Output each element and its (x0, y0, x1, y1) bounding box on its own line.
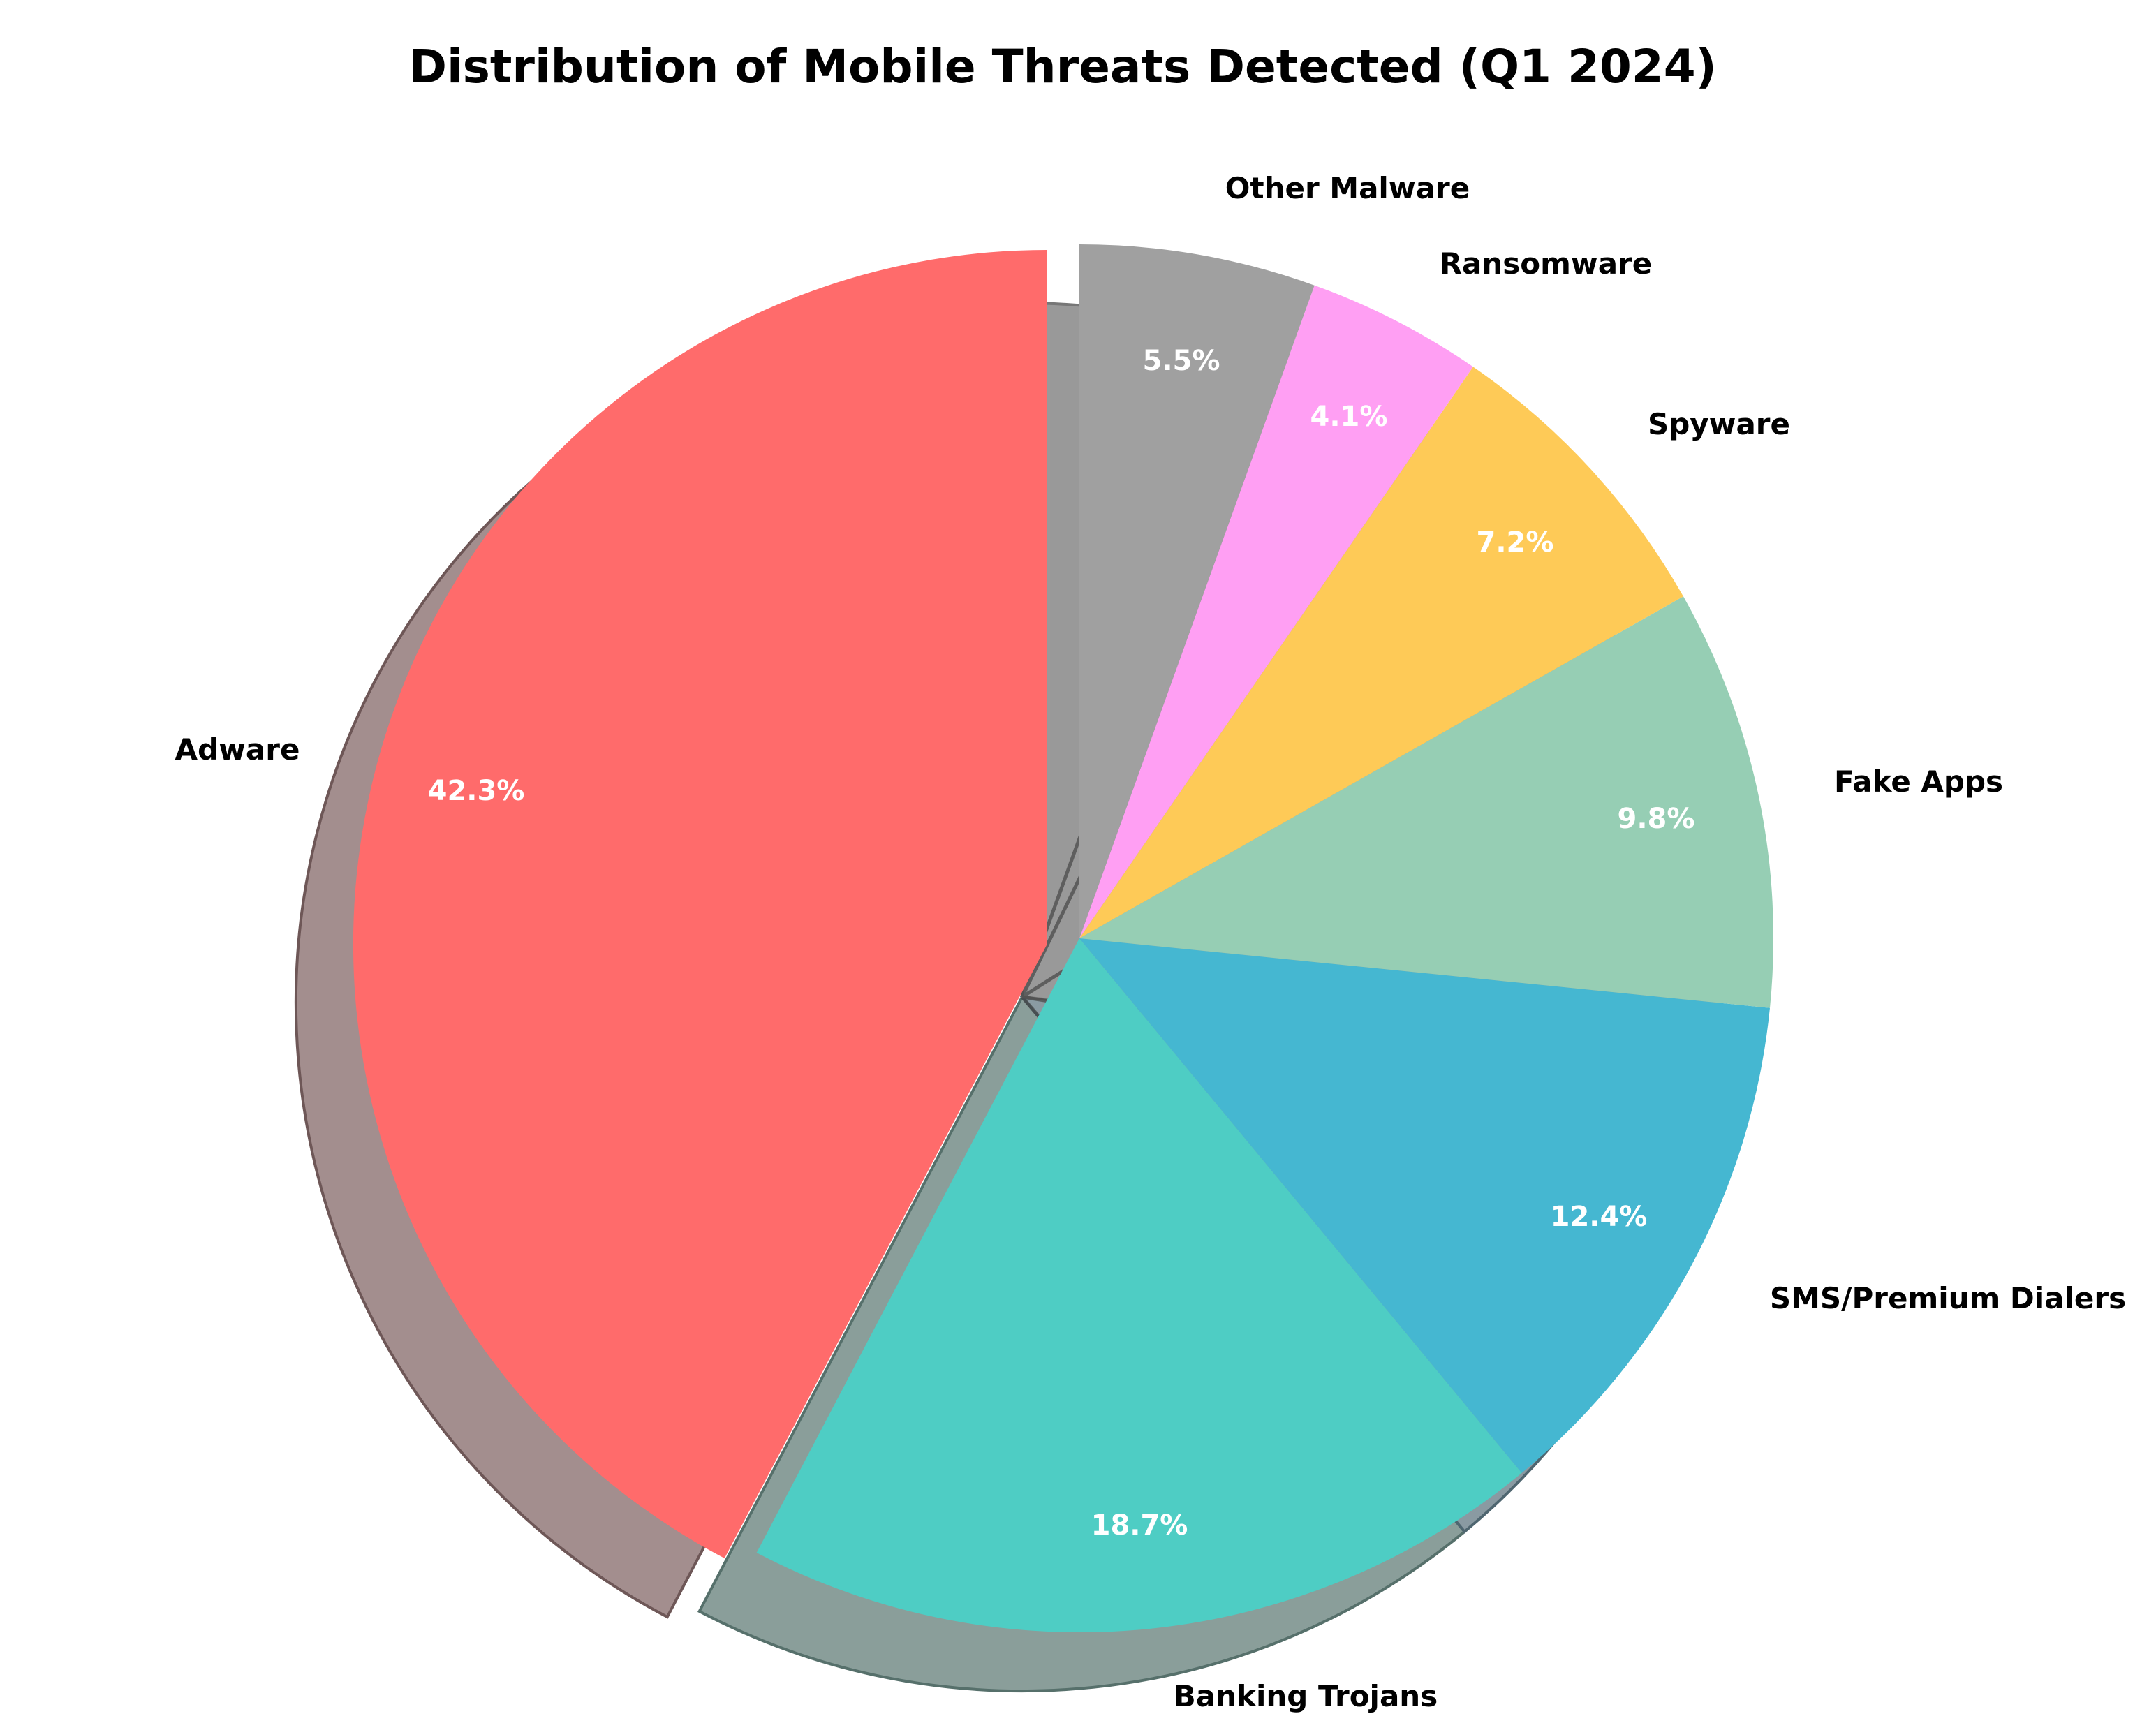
label-spyware: Spyware (1648, 407, 1790, 441)
slice-banking-trojans[interactable] (756, 938, 1522, 1633)
percentage-labels: 42.3% 18.7% 12.4% 9.8% 7.2% 4.1% 5.5% (428, 345, 1695, 1542)
label-adware: Adware (175, 732, 300, 767)
pct-spyware: 7.2% (1477, 526, 1554, 559)
slice-sms-premium-dialers[interactable] (1079, 938, 1770, 1473)
label-fake-apps: Fake Apps (1834, 764, 2003, 799)
pie-slices (353, 244, 1774, 1633)
shadow-edges (1020, 830, 1084, 1028)
label-sms-premium-dialers: SMS/Premium Dialers (1770, 1281, 2126, 1315)
slice-fake-apps[interactable] (1079, 596, 1774, 1008)
pct-fake-apps: 9.8% (1618, 803, 1695, 835)
slice-adware[interactable] (353, 250, 1048, 1558)
slice-spyware[interactable] (1079, 367, 1683, 938)
pct-other-malware: 5.5% (1143, 345, 1220, 377)
slice-ransomware[interactable] (1079, 285, 1473, 938)
label-other-malware: Other Malware (1225, 171, 1470, 205)
category-labels: Adware Banking Trojans SMS/Premium Diale… (175, 171, 2127, 1713)
pct-adware: 42.3% (428, 775, 525, 807)
pct-sms-premium-dialers: 12.4% (1551, 1201, 1648, 1233)
label-ransomware: Ransomware (1440, 246, 1653, 281)
pct-banking-trojans: 18.7% (1091, 1509, 1188, 1542)
label-banking-trojans: Banking Trojans (1174, 1679, 1438, 1713)
chart-title: Distribution of Mobile Threats Detected … (408, 40, 1717, 94)
slice-other-malware[interactable] (1079, 244, 1315, 938)
pct-ransomware: 4.1% (1310, 401, 1388, 433)
